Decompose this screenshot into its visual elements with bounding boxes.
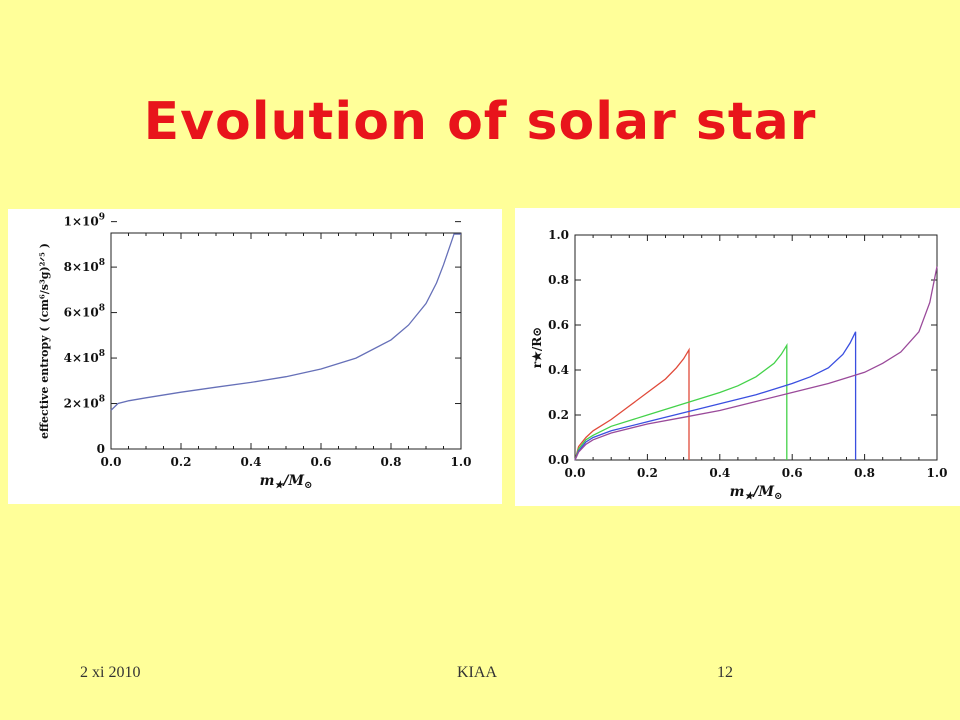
x-label-sun: ⊙ (304, 480, 312, 491)
x-label-star: ★ (744, 491, 755, 502)
x-tick-label: 0.4 (709, 466, 730, 480)
y-tick-label: 4×108 (64, 349, 105, 365)
x-tick-label: 1.0 (927, 466, 948, 480)
y-tick-label: 1×109 (64, 213, 105, 229)
y-tick-exponent: 8 (99, 304, 105, 314)
y-tick-mantissa: 1×10 (64, 215, 99, 229)
y-tick-label: 0.6 (548, 318, 569, 332)
y-tick-label: 6×108 (64, 304, 105, 320)
y-tick-label: 0 (97, 442, 105, 456)
y-tick-exponent: 8 (99, 395, 105, 405)
series-line-4 (574, 266, 938, 461)
plot-frame (110, 232, 462, 450)
x-tick-label: 0.8 (381, 455, 402, 469)
entropy-chart-panel: 0.0 0.2 0.4 0.6 0.8 1.0 0 2×108 4×108 6×108 8×108 1… (8, 209, 502, 504)
x-tick-label: 0.4 (241, 455, 262, 469)
x-tick-label: 0.6 (311, 455, 332, 469)
series-line-3 (574, 331, 857, 461)
x-tick-label: 0.2 (171, 455, 192, 469)
y-tick-label: 2×108 (64, 395, 105, 411)
x-tick-label: 0.6 (782, 466, 803, 480)
y-tick-mantissa: 8×10 (64, 260, 99, 274)
series-line-1 (574, 347, 690, 461)
x-tick-label: 1.0 (451, 455, 472, 469)
series-line-1 (110, 233, 461, 411)
y-tick-label: 0.4 (548, 363, 569, 377)
y-tick-exponent: 8 (99, 258, 105, 268)
x-label-sun: ⊙ (774, 491, 782, 502)
y-tick-label: 1.0 (548, 228, 569, 242)
y-axis-label: effective entropy ( (cm⁶/s³g)²ᐟ⁵ ) (38, 243, 51, 439)
x-tick-label: 0.2 (637, 466, 658, 480)
radius-chart-panel: 0.0 0.2 0.4 0.6 0.8 1.0 0.0 0.2 0.4 0.6 0.8 1.0 m★/M… (515, 208, 960, 506)
x-axis-label: m★/M⊙ (260, 473, 313, 491)
footer-center: KIAA (457, 664, 497, 681)
x-label-star: ★ (274, 480, 285, 491)
footer-page-number: 12 (717, 664, 733, 681)
y-tick-label: 0.0 (548, 453, 569, 467)
x-label-over: /M (751, 484, 774, 500)
x-label-m: m (260, 473, 275, 489)
footer-date: 2 xi 2010 (80, 664, 141, 681)
y-tick-exponent: 8 (99, 349, 105, 359)
series-line-2 (574, 342, 788, 461)
x-label-m: m (730, 484, 745, 500)
y-tick-exponent: 9 (99, 213, 105, 223)
entropy-chart: 0.0 0.2 0.4 0.6 0.8 1.002×1084×1086×1088×1081… (38, 213, 472, 491)
x-tick-label: 0.8 (854, 466, 875, 480)
x-axis-label: m★/M⊙ (730, 484, 783, 502)
x-label-over: /M (281, 473, 304, 489)
x-tick-label: 0.0 (101, 455, 122, 469)
y-tick-mantissa: 4×10 (64, 351, 99, 365)
y-tick-mantissa: 2×10 (64, 397, 99, 411)
y-tick-label: 0.8 (548, 273, 569, 287)
y-tick-label: 8×108 (64, 258, 105, 274)
x-tick-label: 0.0 (565, 466, 586, 480)
slide-title: Evolution of solar star (143, 92, 817, 152)
y-tick-mantissa: 6×10 (64, 306, 99, 320)
radius-chart: 0.0 0.2 0.4 0.6 0.8 1.0 0.0 0.2 0.4 0.6 0.8 1.0 m★/M… (530, 228, 948, 502)
y-tick-label: 0.2 (548, 408, 569, 422)
y-axis-label: r★/R⊙ (530, 327, 544, 369)
